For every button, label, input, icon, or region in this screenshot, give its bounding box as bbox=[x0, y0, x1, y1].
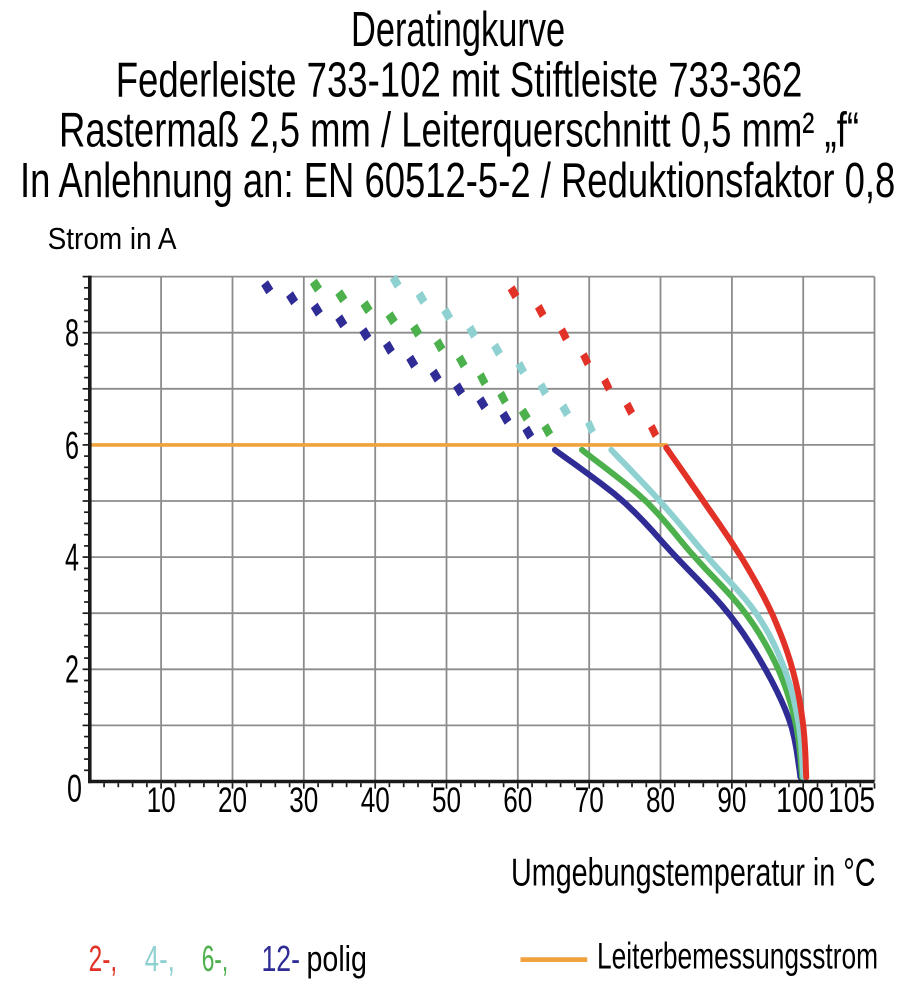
svg-text:Leiterbemessungsstrom: Leiterbemessungsstrom bbox=[597, 935, 878, 976]
svg-text:20: 20 bbox=[218, 780, 247, 820]
svg-text:2: 2 bbox=[65, 647, 79, 691]
svg-text:Strom in A: Strom in A bbox=[48, 222, 177, 257]
svg-text:Federleiste 733-102 mit Stiftl: Federleiste 733-102 mit Stiftleiste 733-… bbox=[116, 53, 803, 107]
svg-text:4-,: 4-, bbox=[145, 939, 175, 979]
svg-text:polig: polig bbox=[307, 939, 367, 979]
svg-text:Umgebungstemperatur in °C: Umgebungstemperatur in °C bbox=[511, 852, 875, 895]
svg-text:0: 0 bbox=[67, 768, 82, 811]
svg-text:105: 105 bbox=[828, 780, 875, 820]
svg-text:80: 80 bbox=[646, 780, 675, 820]
svg-text:6-,: 6-, bbox=[202, 940, 228, 979]
svg-text:6: 6 bbox=[65, 423, 79, 467]
svg-text:100: 100 bbox=[776, 780, 824, 819]
svg-text:Rastermaß 2,5 mm / Leiterquers: Rastermaß 2,5 mm / Leiterquerschnitt 0,5… bbox=[59, 104, 859, 158]
svg-text:In Anlehnung an: EN 60512-5-2: In Anlehnung an: EN 60512-5-2 / Reduktio… bbox=[20, 154, 895, 208]
svg-text:2-,: 2-, bbox=[89, 938, 118, 979]
svg-text:70: 70 bbox=[575, 780, 604, 820]
svg-text:50: 50 bbox=[432, 780, 461, 820]
svg-text:90: 90 bbox=[717, 780, 746, 820]
svg-text:60: 60 bbox=[503, 780, 532, 820]
svg-text:12-: 12- bbox=[262, 938, 300, 979]
svg-text:40: 40 bbox=[361, 780, 390, 820]
svg-text:8: 8 bbox=[65, 310, 79, 354]
svg-text:10: 10 bbox=[147, 780, 176, 820]
svg-text:30: 30 bbox=[289, 780, 318, 820]
svg-text:4: 4 bbox=[65, 535, 79, 579]
svg-text:Deratingkurve: Deratingkurve bbox=[351, 2, 565, 56]
